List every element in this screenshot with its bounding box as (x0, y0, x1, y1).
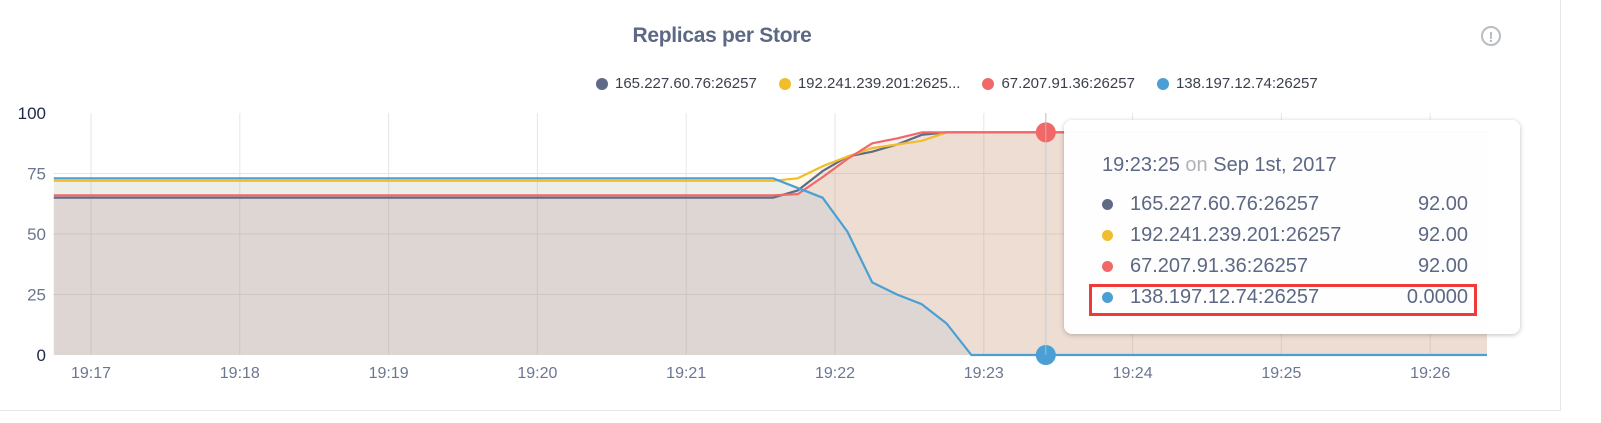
legend-label: 67.207.91.36:26257 (1001, 75, 1135, 92)
tooltip-row: 165.227.60.76:26257 92.00 (1102, 188, 1468, 220)
series-dot-icon (1102, 229, 1113, 241)
tooltip: 19:23:25 on Sep 1st, 2017 165.227.60.76:… (1064, 120, 1520, 334)
chart-title: Replicas per Store (632, 24, 812, 47)
legend-item[interactable]: 67.207.91.36:26257 (982, 75, 1135, 92)
x-tick-label: 19:17 (71, 365, 111, 382)
tooltip-series-name: 165.227.60.76:26257 (1130, 192, 1320, 215)
legend-label: 138.197.12.74:26257 (1175, 75, 1318, 92)
y-tick-label: 25 (27, 286, 46, 305)
tooltip-row: 138.197.12.74:26257 0.0000 (1102, 281, 1468, 313)
legend-dot-icon (596, 77, 608, 90)
x-tick-label: 19:19 (369, 365, 409, 382)
tooltip-series-name: 138.197.12.74:26257 (1130, 285, 1320, 308)
highlight-box (1089, 284, 1477, 316)
tooltip-row: 192.241.239.201:26257 92.00 (1102, 219, 1468, 251)
tooltip-date: Sep 1st, 2017 (1213, 154, 1337, 176)
x-tick-label: 19:23 (964, 365, 1004, 382)
y-tick-label: 50 (27, 225, 46, 244)
legend-label: 165.227.60.76:26257 (615, 75, 757, 92)
y-tick-label: 0 (37, 346, 46, 365)
legend-item[interactable]: 192.241.239.201:2625... (778, 75, 961, 92)
legend-label: 192.241.239.201:2625... (797, 75, 961, 92)
tooltip-value: 0.0000 (1406, 285, 1468, 308)
series-dot-icon (1102, 260, 1113, 272)
legend: 165.227.60.76:26257 192.241.239.201:2625… (596, 75, 1340, 92)
tooltip-time: 19:23:25 (1102, 154, 1180, 176)
legend-dot-icon (1156, 77, 1169, 90)
y-tick-label: 75 (27, 165, 46, 184)
tooltip-value: 92.00 (1417, 254, 1468, 277)
series-dot-icon (1102, 291, 1113, 303)
x-tick-label: 19:20 (517, 365, 557, 382)
x-tick-label: 19:18 (220, 365, 260, 382)
tooltip-value: 92.00 (1417, 192, 1468, 215)
legend-item[interactable]: 138.197.12.74:26257 (1156, 75, 1318, 92)
info-icon[interactable]: ! (1481, 26, 1501, 46)
x-tick-label: 19:22 (815, 365, 855, 382)
series-area (53, 178, 1487, 355)
tooltip-series-name: 67.207.91.36:26257 (1130, 254, 1308, 277)
card-border (0, 0, 1561, 411)
tooltip-header: 19:23:25 on Sep 1st, 2017 (1102, 154, 1337, 177)
tooltip-series-name: 192.241.239.201:26257 (1130, 223, 1342, 246)
tooltip-row: 67.207.91.36:26257 92.00 (1102, 250, 1468, 282)
y-tick-label: 100 (18, 104, 46, 123)
series-line (53, 131, 1487, 197)
tooltip-value: 92.00 (1417, 223, 1468, 246)
x-tick-label: 19:24 (1113, 365, 1153, 382)
tooltip-on: on (1185, 154, 1208, 176)
x-tick-label: 19:21 (666, 365, 706, 382)
legend-item[interactable]: 165.227.60.76:26257 (596, 75, 757, 92)
x-tick-label: 19:26 (1410, 365, 1450, 382)
x-tick-label: 19:25 (1261, 365, 1301, 382)
legend-dot-icon (778, 77, 791, 90)
series-dot-icon (1102, 198, 1113, 210)
legend-dot-icon (982, 77, 995, 90)
series-line (53, 177, 1487, 357)
